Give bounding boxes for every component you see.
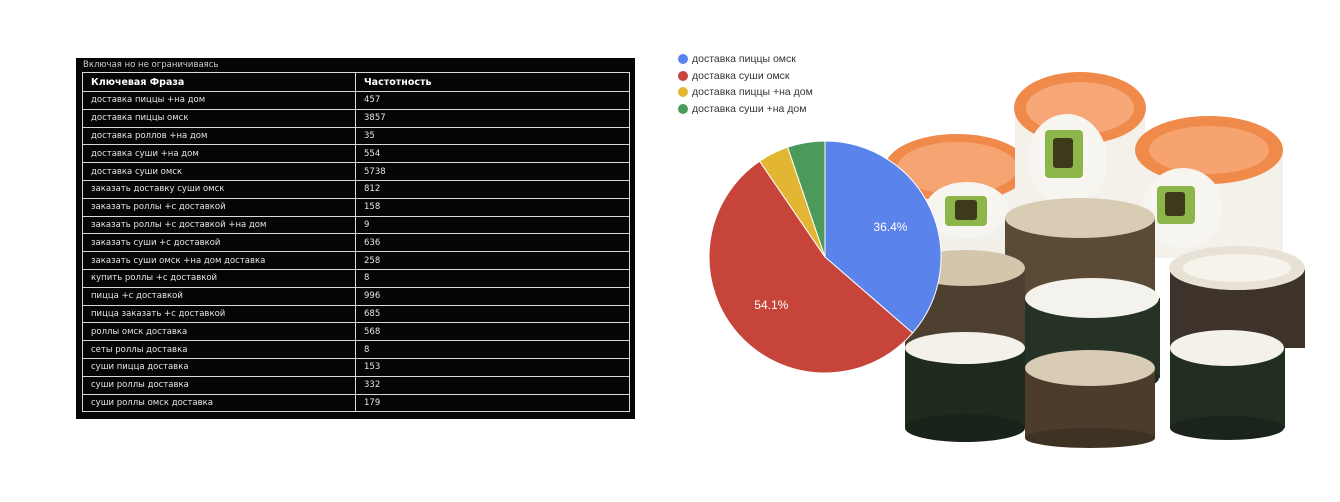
- chart-legend: доставка пиццы омск доставка суши омск дос…: [678, 51, 813, 117]
- keyword-cell: доставка пиццы омск: [82, 108, 356, 128]
- keyword-cell: суши пицца доставка: [82, 357, 356, 377]
- keyword-cell: купить роллы +с доставкой: [82, 268, 356, 288]
- legend-label: доставка суши +на дом: [692, 102, 807, 115]
- table-row: пицца заказать +с доставкой 685: [82, 304, 630, 324]
- frequency-cell: 158: [355, 197, 630, 217]
- pie-chart: 36.4% 54.1%: [708, 140, 942, 374]
- table-row: доставка суши +на дом 554: [82, 144, 630, 164]
- table-row: сеты роллы доставка 8: [82, 340, 630, 359]
- pie-slice: [708, 160, 914, 374]
- keyword-cell: заказать суши омск +на дом доставка: [82, 251, 356, 270]
- frequency-cell: 8: [355, 340, 630, 359]
- keyword-cell: роллы омск доставка: [82, 322, 356, 342]
- table-row: купить роллы +с доставкой 8: [82, 268, 630, 288]
- table-row: доставка роллов +на дом 35: [82, 126, 630, 146]
- table-row: доставка пиццы +на дом 457: [82, 91, 630, 110]
- keyword-table: Ключевая Фраза Частотность доставка пицц…: [82, 72, 630, 413]
- keyword-cell: пицца заказать +с доставкой: [82, 304, 356, 324]
- frequency-cell: 636: [355, 233, 630, 253]
- frequency-cell: 153: [355, 357, 630, 377]
- table-caption: Включая но не ограничиваясь: [83, 60, 219, 70]
- sesame-roll-front: [1025, 350, 1155, 448]
- column-header-keyword: Ключевая Фраза: [82, 72, 356, 92]
- table-row: роллы омск доставка 568: [82, 322, 630, 342]
- legend-label: доставка пиццы +на дом: [692, 86, 813, 99]
- table-row: заказать роллы +с доставкой 158: [82, 197, 630, 217]
- keyword-cell: сеты роллы доставка: [82, 340, 356, 359]
- pie-slice: [786, 140, 826, 258]
- frequency-cell: 179: [355, 393, 630, 413]
- table-row: заказать суши омск +на дом доставка 258: [82, 251, 630, 270]
- keyword-cell: суши роллы омск доставка: [82, 393, 356, 413]
- legend-marker: [678, 70, 688, 81]
- frequency-cell: 258: [355, 251, 630, 270]
- table-row: заказать доставку суши омск 812: [82, 179, 630, 199]
- table-header-row: Ключевая Фраза Частотность: [82, 72, 630, 92]
- keyword-cell: заказать роллы +с доставкой: [82, 197, 356, 217]
- legend-label: доставка суши омск: [692, 69, 790, 82]
- legend-item: доставка суши +на дом: [678, 101, 813, 118]
- frequency-cell: 457: [355, 91, 630, 110]
- legend-item: доставка пиццы омск: [678, 51, 813, 68]
- keyword-cell: суши роллы доставка: [82, 375, 356, 395]
- legend-marker: [678, 54, 688, 65]
- keyword-cell: доставка пиццы +на дом: [82, 91, 356, 110]
- frequency-cell: 8: [355, 268, 630, 288]
- frequency-cell: 685: [355, 304, 630, 324]
- table-row: суши роллы омск доставка 179: [82, 393, 630, 413]
- table-row: доставка суши омск 5738: [82, 162, 630, 181]
- sushi-rolls-photo: [885, 72, 1305, 448]
- legend-item: доставка суши омск: [678, 68, 813, 85]
- keyword-cell: пицца +с доставкой: [82, 286, 356, 306]
- keyword-cell: заказать роллы +с доставкой +на дом: [82, 215, 356, 235]
- table-row: пицца +с доставкой 996: [82, 286, 630, 306]
- nori-roll-left: [905, 332, 1025, 442]
- legend-item: доставка пиццы +на дом: [678, 84, 813, 101]
- table-row: заказать роллы +с доставкой +на дом 9: [82, 215, 630, 235]
- table-row: доставка пиццы омск 3857: [82, 108, 630, 128]
- legend-label: доставка пиццы омск: [692, 53, 796, 66]
- frequency-cell: 996: [355, 286, 630, 306]
- frequency-cell: 35: [355, 126, 630, 146]
- nori-roll-right: [1170, 330, 1285, 440]
- frequency-cell: 554: [355, 144, 630, 164]
- table-row: суши пицца доставка 153: [82, 357, 630, 377]
- keyword-cell: заказать суши +с доставкой: [82, 233, 356, 253]
- keyword-cell: заказать доставку суши омск: [82, 179, 356, 199]
- salmon-roll-right: [1135, 116, 1283, 258]
- legend-marker: [678, 103, 688, 114]
- pie-slice-label: 36.4%: [873, 220, 907, 234]
- keyword-cell: доставка суши омск: [82, 162, 356, 181]
- pie-slice: [824, 140, 942, 334]
- keyword-cell: доставка суши +на дом: [82, 144, 356, 164]
- table-row: суши роллы доставка 332: [82, 375, 630, 395]
- column-header-frequency: Частотность: [355, 72, 630, 92]
- frequency-cell: 332: [355, 375, 630, 395]
- frequency-cell: 9: [355, 215, 630, 235]
- frequency-cell: 568: [355, 322, 630, 342]
- frequency-cell: 5738: [355, 162, 630, 181]
- frequency-cell: 812: [355, 179, 630, 199]
- table-row: заказать суши +с доставкой 636: [82, 233, 630, 253]
- legend-marker: [678, 87, 688, 98]
- keyword-table-panel: Включая но не ограничиваясь Ключевая Фра…: [76, 58, 635, 419]
- pie-slice-label: 54.1%: [754, 298, 788, 312]
- keyword-cell: доставка роллов +на дом: [82, 126, 356, 146]
- frequency-cell: 3857: [355, 108, 630, 128]
